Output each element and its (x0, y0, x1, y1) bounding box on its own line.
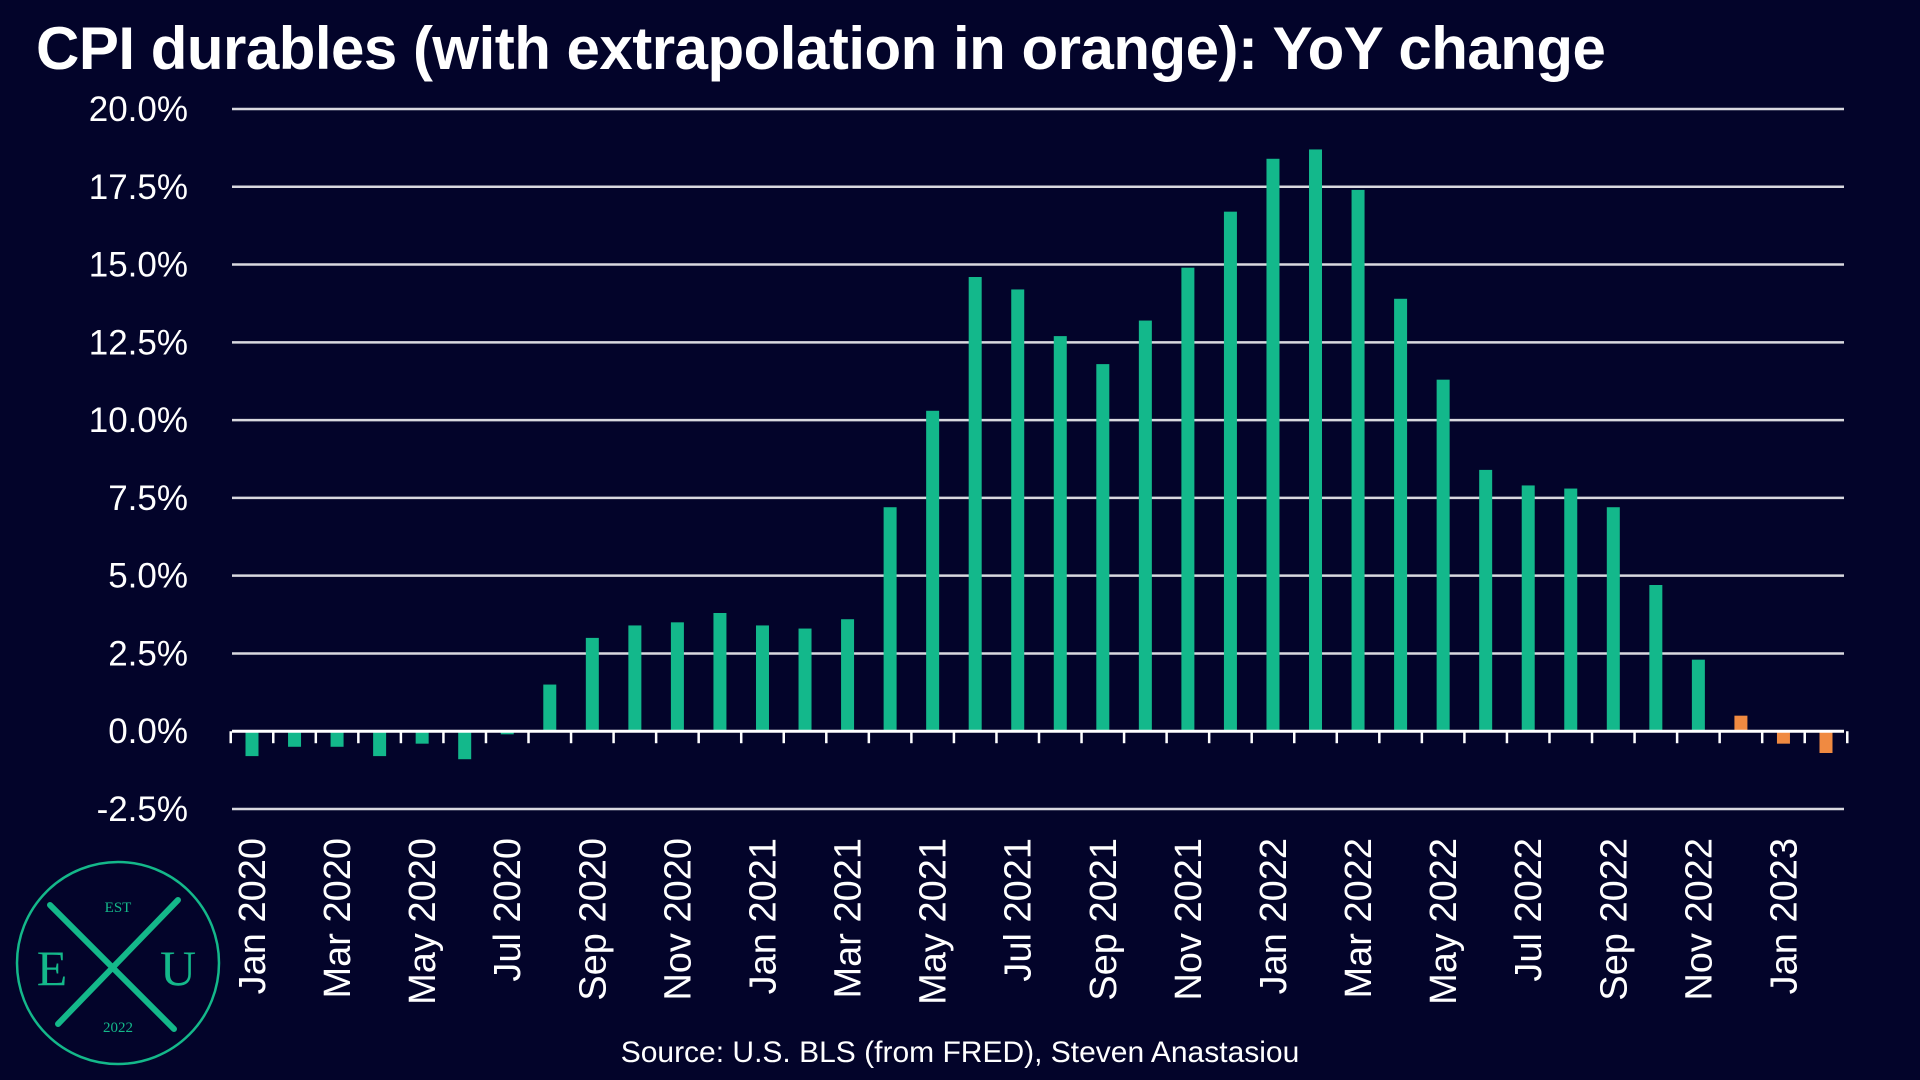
x-tick-label: Jan 2022 (1253, 838, 1295, 994)
bar (1649, 585, 1663, 732)
bar (628, 625, 642, 732)
bar (1223, 211, 1237, 732)
y-axis-ticks: 20.0% 17.5% 15.0% 12.5% 10.0% 7.5% 5.0% 2.5% 0.0… (89, 90, 188, 829)
y-tick-label: 20.0% (89, 90, 188, 129)
bar (1436, 379, 1450, 732)
bar (1351, 189, 1365, 732)
bar (1479, 469, 1493, 732)
y-tick-label: 7.5% (108, 479, 188, 518)
x-tick-label: Jul 2020 (487, 838, 529, 982)
bar (755, 625, 769, 732)
x-tick-label: Nov 2022 (1678, 838, 1720, 1001)
x-tick-label: Mar 2022 (1338, 838, 1380, 999)
gridlines (232, 107, 1844, 811)
logo-letter-e: E (37, 940, 68, 996)
x-tick-label: Sep 2020 (572, 838, 614, 1001)
bar (373, 731, 387, 757)
y-tick-label: 2.5% (108, 634, 188, 673)
x-tick-label: Jul 2021 (998, 838, 1040, 982)
bar (1053, 336, 1067, 732)
bar (245, 731, 259, 757)
bar (1394, 298, 1408, 732)
bar (1521, 485, 1535, 732)
bar (1096, 364, 1110, 732)
x-tick-label: Sep 2021 (1083, 838, 1125, 1001)
chart-title: CPI durables (with extrapolation in oran… (36, 15, 1606, 82)
logo-est: EST (105, 900, 132, 916)
bar (543, 684, 557, 732)
bar-extrapolated (1734, 715, 1748, 732)
x-tick-label: May 2022 (1423, 838, 1465, 1005)
y-tick-label: 10.0% (89, 401, 188, 440)
bar (1181, 267, 1195, 732)
x-tick-label: Nov 2020 (657, 838, 699, 1001)
logo-ring (15, 860, 221, 1066)
x-tick-label: Mar 2020 (317, 838, 359, 999)
y-tick-label: 0.0% (108, 712, 188, 751)
bar (883, 507, 897, 732)
bar (1309, 149, 1323, 732)
x-tick-label: May 2021 (913, 838, 955, 1005)
logo-letter-u: U (160, 940, 196, 996)
bar-extrapolated (1776, 731, 1790, 744)
bar-extrapolated (1819, 731, 1833, 753)
bars (245, 149, 1833, 760)
bar (330, 731, 344, 747)
x-axis (229, 729, 1849, 744)
y-tick-label: 15.0% (89, 246, 188, 285)
bar (713, 613, 727, 732)
x-tick-label: Jan 2021 (742, 838, 784, 994)
bar (458, 731, 472, 760)
bar (670, 622, 684, 732)
bar (926, 410, 940, 732)
x-tick-label: Sep 2022 (1593, 838, 1635, 1001)
bar (798, 628, 812, 732)
x-tick-label: May 2020 (402, 838, 444, 1005)
y-tick-label: 5.0% (108, 557, 188, 596)
x-tick-label: Jul 2022 (1508, 838, 1550, 982)
y-tick-label: 12.5% (89, 323, 188, 362)
logo-cross-stroke-2 (55, 897, 181, 1027)
bar (1138, 320, 1152, 732)
bar (415, 731, 429, 744)
bar (968, 277, 982, 732)
source-note: Source: U.S. BLS (from FRED), Steven Ana… (620, 1036, 1300, 1069)
x-tick-label: Jan 2023 (1763, 838, 1805, 994)
bar (500, 731, 514, 735)
x-tick-label: Jan 2020 (232, 838, 274, 994)
bar (1606, 507, 1620, 732)
x-tick-label: Nov 2021 (1168, 838, 1210, 1001)
x-axis-ticks: Jan 2020 Mar 2020 May 2020 Jul 2020 Sep 2020… (232, 838, 1805, 1005)
exu-logo: EST E U 2022 (15, 860, 221, 1066)
logo-year: 2022 (103, 1020, 133, 1036)
bar (1011, 289, 1025, 732)
x-tick-label: Mar 2021 (828, 838, 870, 999)
y-tick-label: -2.5% (97, 790, 188, 829)
bar (1266, 158, 1280, 732)
y-tick-label: 17.5% (89, 168, 188, 207)
bar (585, 637, 599, 732)
bar (841, 619, 855, 732)
bar (1564, 488, 1578, 732)
bar (1691, 659, 1705, 732)
bar (288, 731, 302, 747)
